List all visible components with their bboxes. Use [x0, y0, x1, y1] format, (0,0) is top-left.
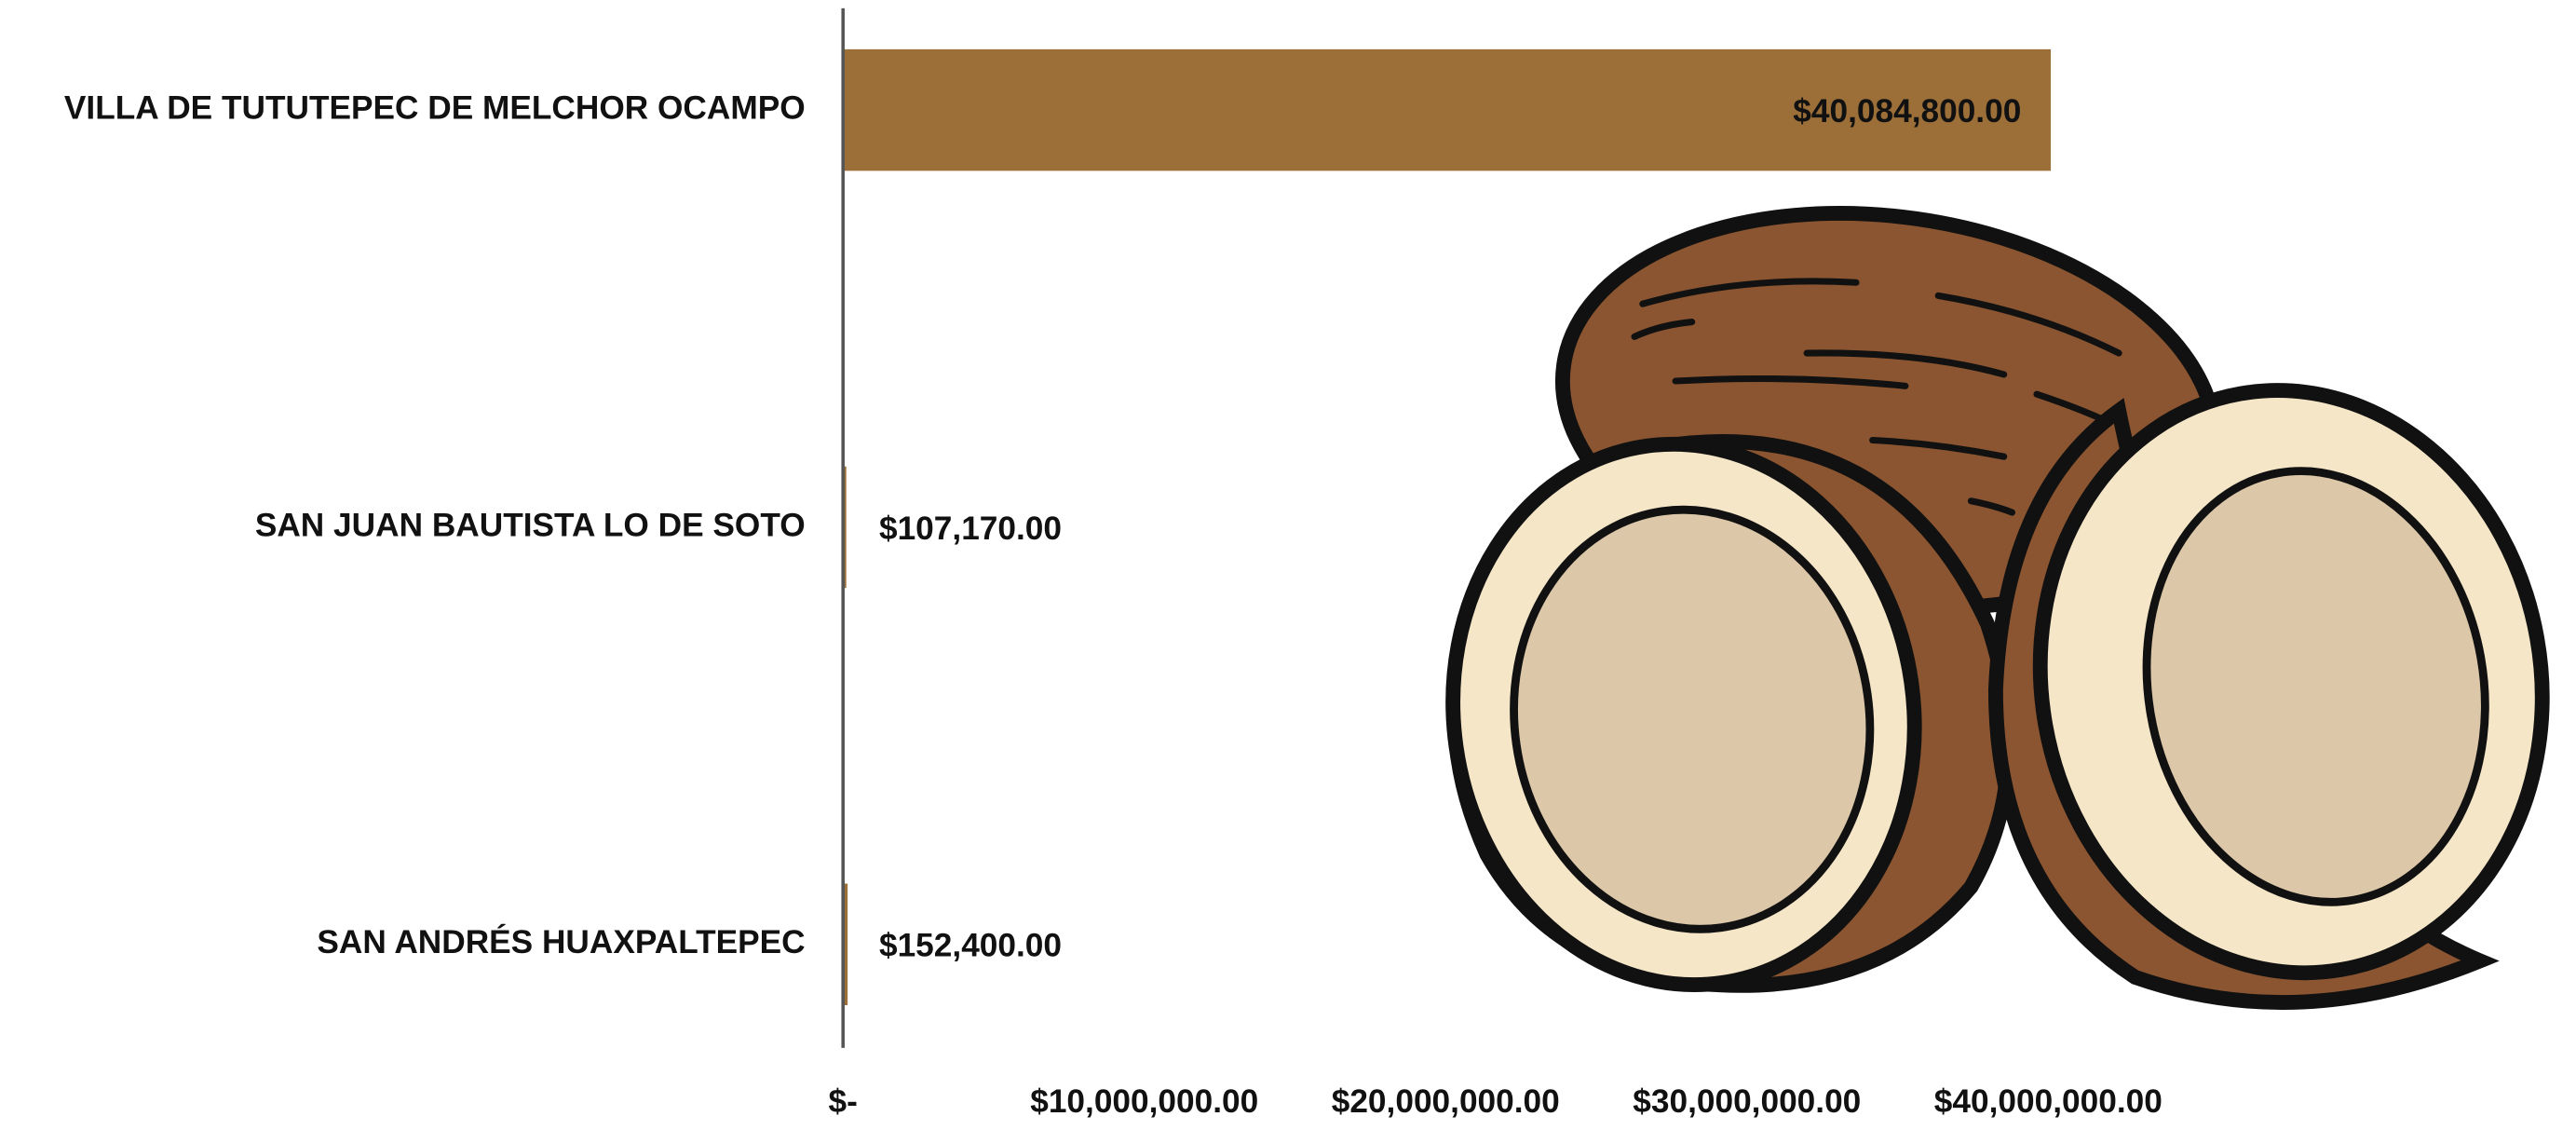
- x-tick-label: $40,000,000.00: [1934, 1083, 2162, 1120]
- x-tick-label: $10,000,000.00: [1030, 1083, 1258, 1120]
- value-label: $107,170.00: [879, 511, 1062, 547]
- y-tick-label: SAN ANDRÉS HUAXPALTEPEC: [317, 923, 805, 960]
- y-tick-label: SAN JUAN BAUTISTA LO DE SOTO: [255, 507, 806, 543]
- x-tick-label: $20,000,000.00: [1332, 1083, 1560, 1120]
- coconut-illustration: [1445, 206, 2550, 1010]
- x-tick-label: $-: [829, 1083, 858, 1120]
- bar: [843, 883, 848, 1006]
- y-tick-label: VILLA DE TUTUTEPEC DE MELCHOR OCAMPO: [64, 89, 806, 126]
- x-tick-label: $30,000,000.00: [1633, 1083, 1861, 1120]
- value-label: $40,084,800.00: [1793, 93, 2021, 129]
- bar: [843, 48, 2052, 171]
- value-label: $152,400.00: [879, 928, 1062, 964]
